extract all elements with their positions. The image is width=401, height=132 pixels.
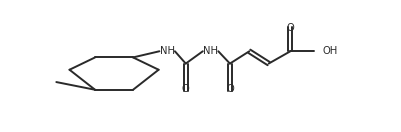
Text: O: O — [286, 23, 294, 33]
Text: NH: NH — [160, 46, 175, 56]
Text: O: O — [226, 84, 234, 94]
Text: OH: OH — [323, 46, 338, 56]
Text: NH: NH — [203, 46, 218, 56]
Text: O: O — [182, 84, 190, 94]
